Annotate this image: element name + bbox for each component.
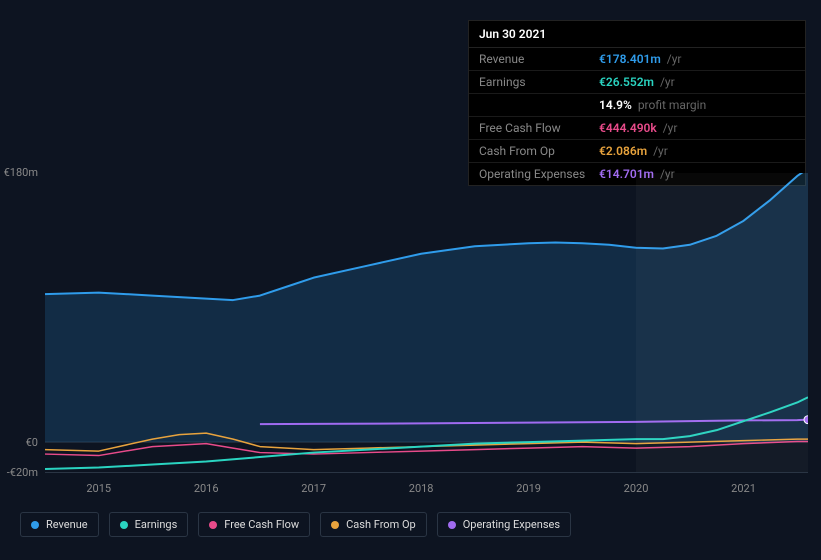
legend-label: Cash From Op xyxy=(346,518,416,531)
legend-item[interactable]: Cash From Op xyxy=(320,512,427,537)
x-axis-tick-label: 2021 xyxy=(731,482,756,495)
legend-item[interactable]: Free Cash Flow xyxy=(198,512,310,537)
tooltip-value: €26.552m /yr xyxy=(599,75,675,89)
financial-chart-container: { "tooltip": { "date": "Jun 30 2021", "r… xyxy=(0,0,821,560)
tooltip-row: Earnings€26.552m /yr xyxy=(469,71,805,94)
x-axis-tick-label: 2019 xyxy=(516,482,541,495)
tooltip-date: Jun 30 2021 xyxy=(469,21,805,48)
data-tooltip: Jun 30 2021 Revenue€178.401m /yrEarnings… xyxy=(468,20,806,186)
chart-legend: Revenue Earnings Free Cash Flow Cash From O… xyxy=(20,512,571,537)
tooltip-value: €178.401m /yr xyxy=(599,52,682,66)
legend-label: Operating Expenses xyxy=(463,518,560,531)
tooltip-label: Free Cash Flow xyxy=(479,121,599,135)
tooltip-row: Free Cash Flow€444.490k /yr xyxy=(469,117,805,140)
legend-item[interactable]: Operating Expenses xyxy=(437,512,571,537)
tooltip-row: Cash From Op€2.086m /yr xyxy=(469,140,805,163)
tooltip-value: €2.086m /yr xyxy=(599,144,668,158)
tooltip-row: Revenue€178.401m /yr xyxy=(469,48,805,71)
y-axis-tick-label: €0 xyxy=(26,436,38,449)
legend-dot-icon xyxy=(209,521,217,529)
x-axis-tick-label: 2018 xyxy=(409,482,434,495)
legend-label: Free Cash Flow xyxy=(224,518,299,531)
legend-item[interactable]: Revenue xyxy=(20,512,99,537)
tooltip-label: Earnings xyxy=(479,75,599,89)
legend-label: Earnings xyxy=(135,518,178,531)
legend-dot-icon xyxy=(120,521,128,529)
x-axis-tick-label: 2020 xyxy=(624,482,649,495)
tooltip-subrow: 14.9% profit margin xyxy=(469,94,805,117)
legend-dot-icon xyxy=(31,521,39,529)
forecast-band xyxy=(636,173,808,472)
y-axis-tick-label: -€20m xyxy=(7,466,38,479)
tooltip-label: Cash From Op xyxy=(479,144,599,158)
legend-dot-icon xyxy=(448,521,456,529)
chart-plot-area[interactable] xyxy=(45,173,808,473)
y-axis-tick-label: €180m xyxy=(4,166,38,179)
tooltip-value: €444.490k /yr xyxy=(599,121,677,135)
x-axis-tick-label: 2017 xyxy=(301,482,326,495)
legend-item[interactable]: Earnings xyxy=(109,512,189,537)
x-axis-tick-label: 2016 xyxy=(194,482,219,495)
legend-dot-icon xyxy=(331,521,339,529)
x-axis-tick-label: 2015 xyxy=(86,482,111,495)
legend-label: Revenue xyxy=(46,518,88,531)
tooltip-label: Revenue xyxy=(479,52,599,66)
